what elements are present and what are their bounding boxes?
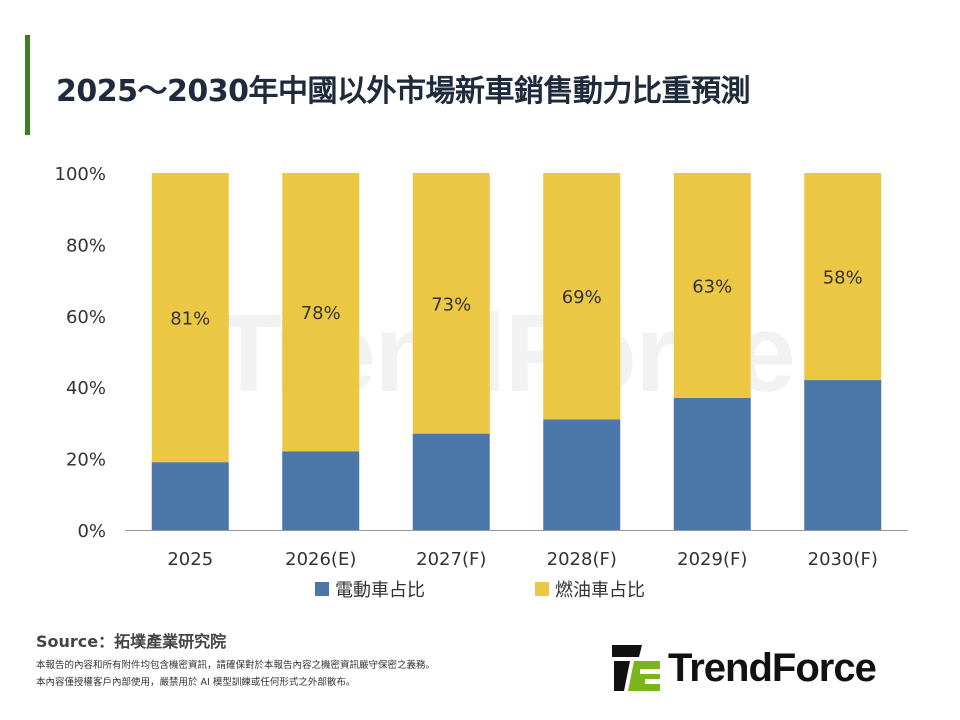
- x-tick-label: 2026(E): [285, 549, 356, 570]
- data-label: 78%: [301, 303, 341, 324]
- y-tick-label: 40%: [66, 378, 106, 399]
- y-tick-label: 60%: [66, 307, 106, 328]
- trendforce-logo-icon: [612, 645, 660, 691]
- x-tick-label: 2025: [167, 549, 213, 570]
- bar-segment-ev: [282, 451, 360, 530]
- source-text: Source：拓墣產業研究院: [36, 632, 227, 651]
- y-tick-label: 0%: [77, 521, 106, 542]
- bar-segment-ev: [151, 462, 229, 530]
- bar-segment-ice: [804, 173, 882, 381]
- data-label: 63%: [692, 276, 732, 297]
- legend-item-ice: 燃油車占比: [535, 576, 645, 602]
- stacked-bar-chart: 0% 20% 40% 60% 80% 100% 81% 2025 78% 2026(E) 73% 20…: [55, 164, 908, 570]
- data-label: 73%: [431, 294, 471, 315]
- legend-item-ev: 電動車占比: [315, 576, 425, 602]
- data-label: 58%: [823, 268, 863, 289]
- bar-segment-ice: [412, 173, 490, 434]
- y-tick-label: 20%: [66, 450, 106, 471]
- legend-label-ice: 燃油車占比: [555, 580, 645, 601]
- confidential-note-2: 本內容僅授權客戶內部使用，嚴禁用於 AI 模型訓練或任何形式之外部散布。: [36, 677, 356, 688]
- confidential-note-1: 本報告的內容和所有附件均包含機密資訊，請確保對於本報告內容之機密資訊嚴守保密之義…: [36, 660, 436, 671]
- trendforce-logo: TrendForce: [612, 645, 877, 691]
- trendforce-logo-text: TrendForce: [668, 645, 877, 690]
- title-accent-bar: [25, 35, 30, 135]
- legend: 電動車占比 燃油車占比: [0, 576, 960, 602]
- bar-segment-ice: [673, 173, 751, 398]
- data-label: 69%: [562, 287, 602, 308]
- bar-segment-ice: [282, 173, 360, 452]
- legend-swatch-ev: [315, 582, 329, 596]
- y-tick-label: 100%: [55, 164, 106, 185]
- bar-segment-ice: [151, 173, 229, 463]
- data-label: 81%: [170, 309, 210, 330]
- y-tick-label: 80%: [66, 235, 106, 256]
- bar-segment-ev: [543, 419, 621, 530]
- bar-segment-ev: [673, 397, 751, 530]
- legend-label-ev: 電動車占比: [335, 580, 425, 601]
- x-tick-label: 2027(F): [416, 549, 486, 570]
- x-tick-label: 2028(F): [547, 549, 617, 570]
- x-tick-label: 2030(F): [808, 549, 878, 570]
- bar-segment-ev: [804, 380, 882, 530]
- page-title: 2025～2030年中國以外市場新車銷售動力比重預測: [56, 74, 751, 109]
- bar-segment-ev: [412, 433, 490, 530]
- x-tick-label: 2029(F): [677, 549, 747, 570]
- legend-swatch-ice: [535, 582, 549, 596]
- bar-segment-ice: [543, 173, 621, 420]
